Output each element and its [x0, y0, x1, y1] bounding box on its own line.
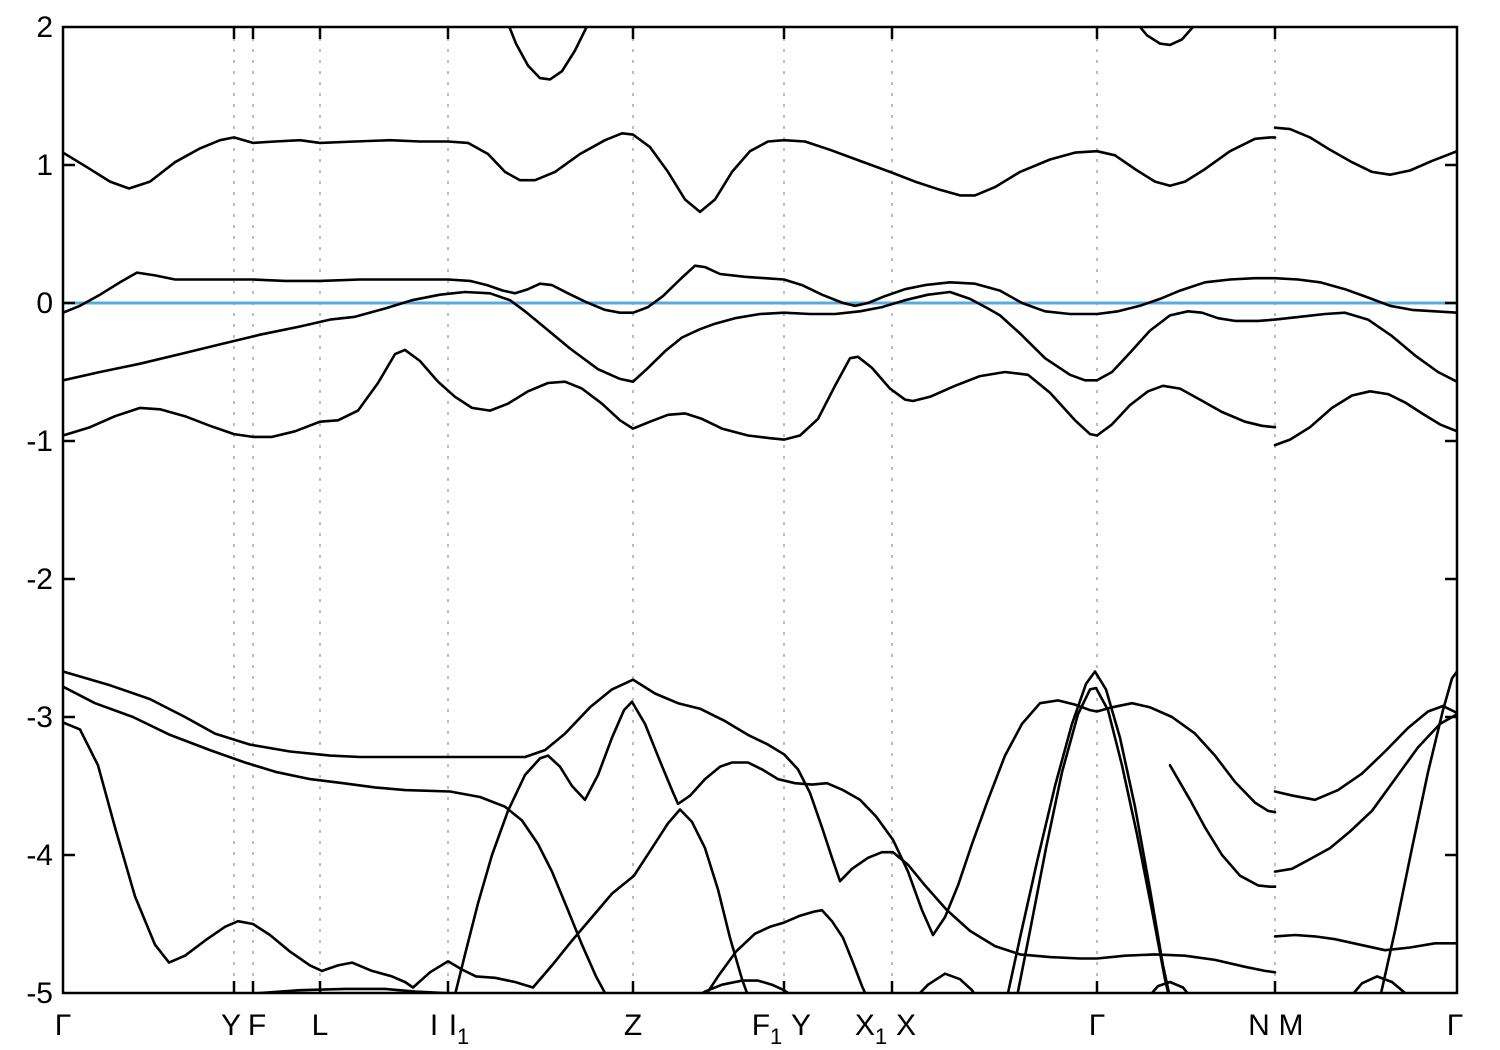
band-path-valence-6: [1273, 712, 1457, 873]
kpoint-label: Γ: [1447, 1009, 1464, 1042]
kpoint-label: I: [430, 1009, 438, 1042]
y-tick-label: 1: [36, 149, 53, 182]
band-path-near-fermi-1: [63, 264, 1457, 316]
band-path-valence-2: [63, 685, 607, 993]
band-path-valence-4: [454, 699, 1277, 993]
band-path-valence-bottom: [1352, 975, 1407, 993]
band-path-valence-6: [1168, 763, 1277, 889]
kpoint-label: M: [1279, 1009, 1304, 1042]
kpoint-labels: Γ Y F L I I1 Z F1 Y X1 X Γ N M Γ: [55, 1009, 1464, 1049]
band-path-valence-bottom: [699, 979, 791, 993]
kpoint-label: F1: [752, 1009, 783, 1049]
band-path-conduction-lower: [63, 132, 1277, 214]
kpoint-label: I1: [449, 1009, 470, 1049]
y-tick-label: -1: [26, 425, 53, 458]
band-path-valence-1: [63, 670, 1277, 974]
band-path-near-fermi-3: [63, 348, 1277, 441]
band-path-near-fermi-2: [63, 290, 1457, 384]
y-tick-label: -4: [26, 839, 53, 872]
kpoint-label: N: [1248, 1009, 1270, 1042]
y-tick-label: 2: [36, 11, 53, 44]
band-path-valence-bottom: [251, 987, 457, 993]
y-tick-label: -5: [26, 977, 53, 1010]
y-tick-label: 0: [36, 287, 53, 320]
band-path-near-fermi-3: [1273, 389, 1457, 447]
axis-ticks: [63, 27, 1457, 993]
kpoint-label: Γ: [55, 1009, 72, 1042]
band-path-conduction-lower: [1273, 126, 1457, 176]
band-path-valence-5: [1379, 670, 1457, 993]
band-path-valence-3: [63, 721, 749, 993]
band-path-conduction-upper: [1138, 27, 1195, 47]
band-curves: [63, 27, 1457, 993]
kpoint-gridlines: [233, 27, 1276, 993]
band-path-valence-4: [1273, 704, 1457, 802]
band-path-valence-1: [1273, 933, 1457, 952]
y-tick-label: -3: [26, 701, 53, 734]
plot-border: [61, 25, 1459, 995]
band-path-valence-7: [705, 908, 867, 993]
band-path-valence-bottom: [1150, 980, 1190, 993]
band-path-valence-6: [1016, 686, 1170, 993]
kpoint-label: X: [896, 1009, 916, 1042]
kpoint-label: Y: [791, 1009, 811, 1042]
kpoint-label: X1: [855, 1009, 887, 1049]
y-tick-label: -2: [26, 563, 53, 596]
band-path-valence-5: [1006, 670, 1171, 993]
kpoint-label: Γ: [1089, 1009, 1106, 1042]
kpoint-label: L: [312, 1009, 329, 1042]
kpoint-label: Y: [221, 1009, 241, 1042]
kpoint-label: Z: [624, 1009, 642, 1042]
kpoint-label: F: [248, 1009, 266, 1042]
band-path-conduction-upper: [507, 27, 589, 81]
band-path-valence-bottom: [918, 972, 976, 993]
y-axis-tick-labels: 2 1 0 -1 -2 -3 -4 -5: [26, 11, 53, 1010]
